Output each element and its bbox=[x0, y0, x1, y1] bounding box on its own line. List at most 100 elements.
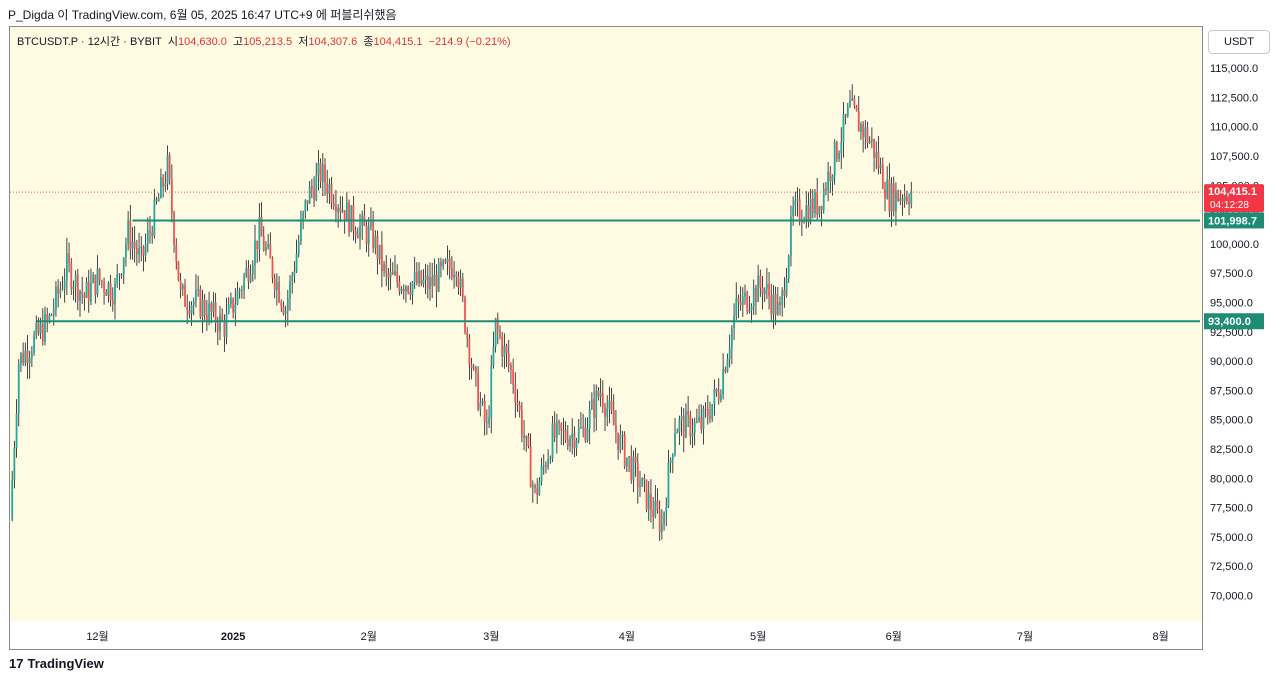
published-line: P_Digda 이 TradingView.com, 6월 05, 2025 1… bbox=[8, 8, 397, 22]
candle-body bbox=[100, 280, 103, 283]
candle-body bbox=[505, 345, 508, 354]
candle-body bbox=[415, 272, 418, 284]
candle-body bbox=[197, 288, 200, 290]
candle-body bbox=[851, 98, 854, 101]
candle-body bbox=[374, 235, 377, 248]
candle-body bbox=[214, 302, 217, 324]
candle-body bbox=[746, 292, 749, 312]
candle-body bbox=[17, 363, 20, 414]
candle-body bbox=[604, 407, 606, 417]
candle-body bbox=[459, 278, 462, 288]
candle-body bbox=[873, 139, 875, 159]
candle-body bbox=[849, 100, 851, 107]
candle-body bbox=[584, 427, 587, 441]
candle-body bbox=[324, 164, 326, 183]
y-tick-label: 110,000.0 bbox=[1210, 122, 1258, 134]
candle-body bbox=[446, 258, 449, 263]
candle-body bbox=[840, 142, 843, 154]
close-label: 종 bbox=[363, 36, 374, 48]
candle-body bbox=[59, 288, 62, 294]
candle-body bbox=[606, 408, 609, 417]
candle-body bbox=[199, 288, 202, 318]
candle-body bbox=[774, 294, 777, 315]
candle-body bbox=[380, 244, 383, 272]
candle-body bbox=[90, 282, 92, 302]
candle-body bbox=[674, 433, 676, 455]
candle-body bbox=[903, 196, 906, 202]
candle-body bbox=[781, 290, 784, 305]
candle-body bbox=[621, 434, 624, 436]
y-tick-label: 97,500.0 bbox=[1210, 268, 1253, 280]
candle-body bbox=[315, 175, 318, 200]
candle-body bbox=[249, 274, 252, 282]
candle-body bbox=[98, 268, 101, 281]
candle-body bbox=[330, 184, 333, 203]
candle-body bbox=[466, 331, 469, 338]
candle-body bbox=[785, 278, 788, 296]
candle-body bbox=[510, 365, 512, 371]
y-tick-label: 82,500.0 bbox=[1210, 444, 1253, 456]
candle-body bbox=[798, 199, 801, 222]
y-tick-label: 75,000.0 bbox=[1210, 532, 1253, 544]
candle-body bbox=[757, 275, 760, 302]
candle-body bbox=[424, 275, 427, 280]
tradingview-logo[interactable]: 17 TradingView bbox=[9, 656, 104, 671]
candle-body bbox=[783, 290, 786, 296]
candle-body bbox=[853, 98, 856, 106]
candle-body bbox=[477, 373, 480, 410]
candle-body bbox=[857, 111, 860, 132]
x-tick-label: 8월 bbox=[1153, 630, 1169, 643]
candle-body bbox=[671, 454, 674, 460]
candle-body bbox=[394, 271, 396, 275]
candle-body bbox=[892, 183, 895, 212]
candle-body bbox=[695, 420, 698, 422]
candle-body bbox=[739, 301, 742, 306]
candle-body bbox=[663, 512, 665, 524]
candle-body bbox=[337, 208, 340, 213]
candle-body bbox=[529, 446, 532, 488]
candle-body bbox=[558, 421, 560, 424]
candle-body bbox=[842, 114, 845, 143]
candle-body bbox=[433, 274, 436, 287]
candle-body bbox=[490, 365, 493, 418]
candle-body bbox=[407, 286, 410, 292]
candle-body bbox=[713, 389, 716, 405]
currency-button[interactable]: USDT bbox=[1208, 30, 1270, 54]
candle-body bbox=[223, 320, 226, 337]
candle-body bbox=[260, 217, 263, 237]
candle-body bbox=[160, 177, 162, 199]
candle-body bbox=[641, 477, 644, 487]
candle-body bbox=[617, 432, 620, 451]
candle-body bbox=[562, 429, 565, 431]
candle-body bbox=[687, 410, 690, 415]
candle-body bbox=[20, 353, 22, 364]
candle-body bbox=[551, 423, 554, 460]
symbol-label[interactable]: BTCUSDT.P · 12시간 · BYBIT bbox=[17, 36, 162, 48]
candle-body bbox=[33, 335, 35, 353]
candle-body bbox=[405, 286, 407, 292]
candle-body bbox=[542, 465, 545, 467]
time-axis[interactable] bbox=[9, 621, 1203, 650]
candle-body bbox=[820, 206, 823, 211]
candle-body bbox=[571, 433, 574, 439]
candle-body bbox=[341, 210, 344, 212]
candle-body bbox=[658, 510, 661, 533]
candle-body bbox=[698, 417, 700, 421]
candle-body bbox=[691, 432, 694, 437]
candle-body bbox=[65, 253, 68, 281]
candle-body bbox=[247, 268, 250, 282]
candle-body bbox=[724, 369, 727, 372]
candle-body bbox=[125, 243, 127, 258]
candle-body bbox=[910, 192, 913, 205]
candle-body bbox=[601, 392, 604, 408]
candle-body bbox=[809, 198, 812, 223]
candle-body bbox=[470, 364, 473, 369]
candle-body bbox=[905, 196, 908, 202]
candle-body bbox=[28, 358, 31, 364]
candle-body bbox=[689, 414, 692, 437]
candle-body bbox=[870, 139, 873, 142]
candle-body bbox=[895, 190, 897, 212]
candle-body bbox=[39, 323, 42, 334]
candle-body bbox=[37, 322, 40, 334]
candle-body bbox=[890, 183, 893, 212]
